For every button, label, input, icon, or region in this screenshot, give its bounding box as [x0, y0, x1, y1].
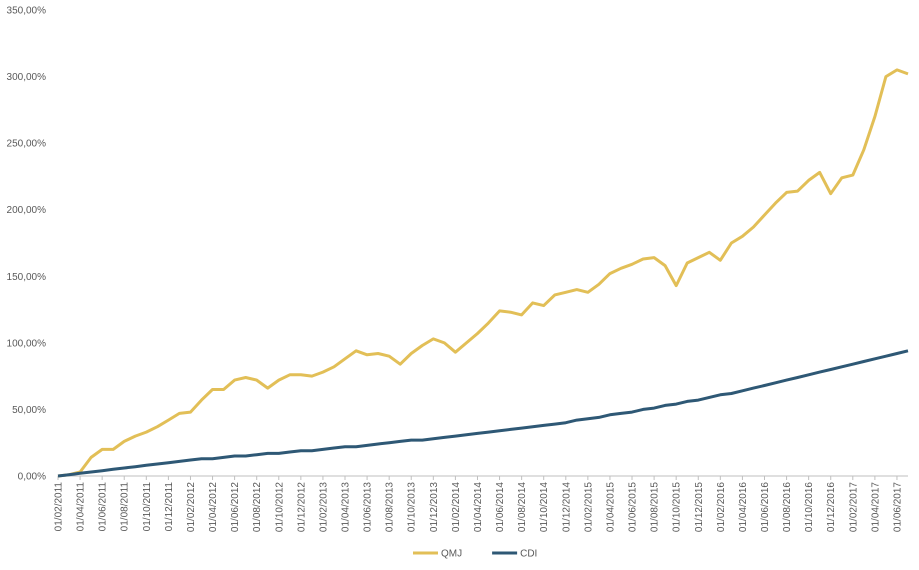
x-tick-label: 01/08/2014 — [517, 482, 528, 532]
x-tick-label: 01/02/2011 — [54, 482, 65, 532]
x-tick-label: 01/06/2014 — [495, 482, 506, 532]
x-tick-label: 01/08/2011 — [120, 482, 131, 532]
x-tick-label: 01/04/2015 — [605, 482, 616, 532]
x-tick-label: 01/04/2017 — [870, 482, 881, 532]
x-tick-label: 01/02/2012 — [186, 482, 197, 532]
x-tick-label: 01/06/2017 — [892, 482, 903, 532]
x-tick-label: 01/04/2013 — [341, 482, 352, 532]
x-tick-label: 01/02/2017 — [848, 482, 859, 532]
x-tick-label: 01/12/2011 — [164, 482, 175, 532]
x-tick-label: 01/08/2012 — [252, 482, 263, 532]
x-tick-label: 01/06/2011 — [98, 482, 109, 532]
x-tick-label: 01/10/2016 — [804, 482, 815, 532]
x-tick-label: 01/10/2015 — [672, 482, 683, 532]
x-tick-label: 01/06/2013 — [363, 482, 374, 532]
legend-label: QMJ — [441, 549, 462, 560]
series-line — [57, 68, 909, 478]
y-tick-label: 0,00% — [18, 472, 46, 483]
x-tick-label: 01/12/2015 — [694, 482, 705, 532]
y-tick-label: 300,00% — [7, 72, 47, 83]
x-tick-label: 01/06/2012 — [230, 482, 241, 532]
x-tick-label: 01/02/2014 — [451, 482, 462, 532]
x-tick-label: 01/08/2013 — [385, 482, 396, 532]
x-tick-label: 01/04/2011 — [76, 482, 87, 532]
legend-label: CDI — [520, 549, 537, 560]
x-tick-label: 01/04/2014 — [473, 482, 484, 532]
x-tick-label: 01/10/2014 — [539, 482, 550, 532]
x-tick-label: 01/12/2012 — [296, 482, 307, 532]
x-tick-label: 01/06/2016 — [760, 482, 771, 532]
x-tick-label: 01/02/2013 — [318, 482, 329, 532]
x-tick-label: 01/02/2016 — [716, 482, 727, 532]
y-tick-label: 150,00% — [7, 272, 47, 283]
y-tick-label: 100,00% — [7, 338, 47, 349]
x-tick-label: 01/02/2015 — [583, 482, 594, 532]
x-tick-label: 01/04/2016 — [738, 482, 749, 532]
x-tick-label: 01/10/2012 — [274, 482, 285, 532]
x-tick-label: 01/12/2016 — [826, 482, 837, 532]
y-tick-label: 250,00% — [7, 139, 47, 150]
x-tick-label: 01/12/2013 — [429, 482, 440, 532]
y-tick-label: 200,00% — [7, 205, 47, 216]
x-tick-label: 01/08/2015 — [650, 482, 661, 532]
y-tick-label: 50,00% — [12, 405, 46, 416]
x-tick-label: 01/10/2013 — [407, 482, 418, 532]
series-line — [57, 349, 909, 478]
x-tick-label: 01/08/2016 — [782, 482, 793, 532]
x-tick-label: 01/04/2012 — [208, 482, 219, 532]
x-tick-label: 01/06/2015 — [628, 482, 639, 532]
x-tick-label: 01/12/2014 — [561, 482, 572, 532]
x-tick-label: 01/10/2011 — [142, 482, 153, 532]
y-tick-label: 350,00% — [7, 6, 47, 17]
